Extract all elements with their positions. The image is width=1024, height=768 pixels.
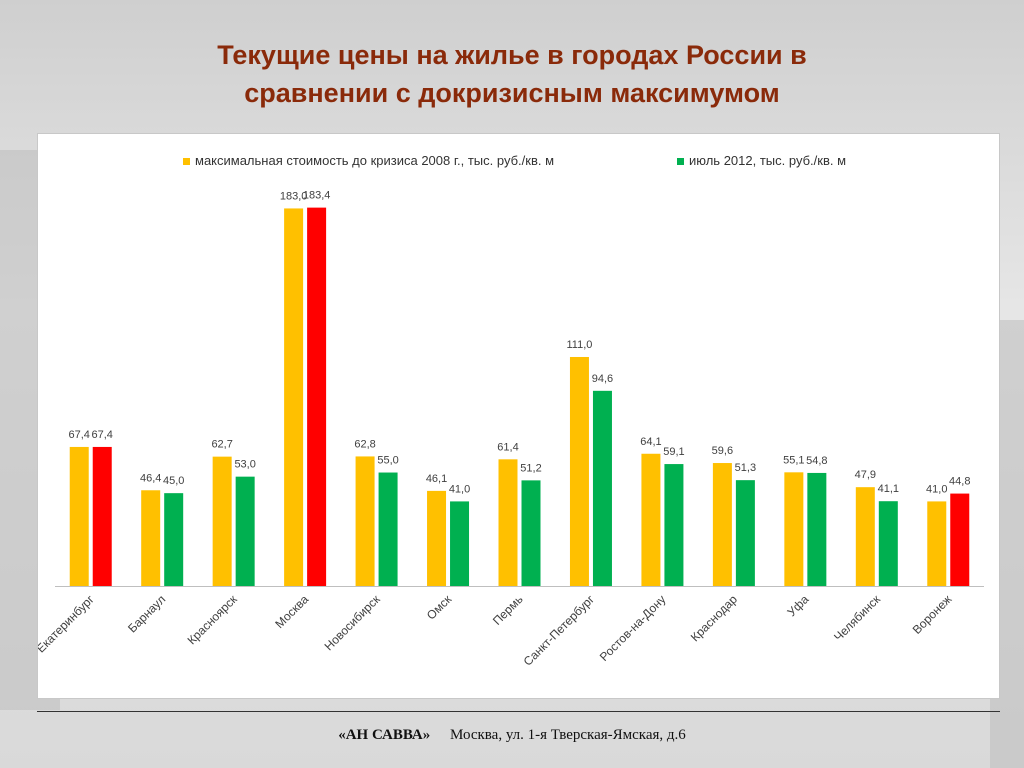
data-label-pre-crisis: 64,1 [640,436,661,448]
bar-pre-crisis [712,463,732,586]
page-title-line-2: сравнении с докризисным максимумом [244,78,780,108]
x-tick-label: Барнаул [125,592,168,635]
bar-current [521,480,541,586]
page-title: Текущие цены на жилье в городах России в… [0,36,1024,112]
data-label-pre-crisis: 55,1 [783,454,804,466]
x-tick-label: Краснодар [688,592,740,644]
bar-pre-crisis [355,456,375,586]
bar-current [664,464,684,586]
data-label-pre-crisis: 183,0 [280,190,308,202]
bar-current [378,472,398,586]
bar-current [92,446,112,586]
legend-label-pre-crisis: максимальная стоимость до кризиса 2008 г… [195,153,554,168]
footer: «АН САВВА» Москва, ул. 1-я Тверская-Ямск… [0,727,1024,744]
x-tick-label: Москва [272,592,311,631]
data-label-pre-crisis: 41,0 [926,483,947,495]
data-label-current: 45,0 [163,475,184,487]
data-label-current: 51,2 [520,462,541,474]
bar-current [164,493,184,586]
bar-pre-crisis [569,356,589,586]
data-label-current: 51,3 [735,462,756,474]
data-label-current: 44,8 [949,476,970,488]
bar-current [450,501,470,586]
x-tick-label: Уфа [784,592,811,619]
footer-divider [37,711,1000,712]
bar-pre-crisis [427,490,447,586]
footer-brand: «АН САВВА» [338,727,431,743]
legend-label-current: июль 2012, тыс. руб./кв. м [689,153,846,168]
bar-pre-crisis [284,208,304,586]
bar-current [235,476,255,586]
bar-pre-crisis [927,501,947,586]
data-label-pre-crisis: 111,0 [567,339,593,351]
chart-panel: максимальная стоимость до кризиса 2008 г… [37,133,1000,699]
data-label-pre-crisis: 46,1 [426,473,447,485]
data-label-pre-crisis: 62,8 [354,438,375,450]
bar-pre-crisis [141,490,161,586]
legend-swatch-pre-crisis [183,158,190,165]
bar-pre-crisis [784,472,804,586]
bar-current [950,493,970,586]
legend-swatch-current [677,158,684,165]
data-label-current: 41,1 [878,483,899,495]
data-label-pre-crisis: 46,4 [140,472,161,484]
footer-address: Москва, ул. 1-я Тверская-Ямская, д.6 [450,727,686,743]
data-label-current: 59,1 [663,446,684,458]
data-label-pre-crisis: 47,9 [855,469,876,481]
bar-pre-crisis [498,459,518,586]
x-tick-label: Новосибирск [322,592,384,654]
data-label-pre-crisis: 61,4 [497,441,518,453]
x-tick-label: Омск [424,592,455,623]
bar-current [307,207,327,586]
x-tick-label: Санкт-Петербург [521,592,598,669]
x-tick-label: Екатеринбург [38,592,97,656]
bar-pre-crisis [855,487,875,586]
data-label-pre-crisis: 67,4 [69,429,90,441]
bar-pre-crisis [212,456,232,586]
data-label-current: 53,0 [234,459,255,471]
bar-current [735,480,755,586]
bar-current [878,501,898,586]
bar-pre-crisis [641,453,661,586]
data-label-current: 67,4 [92,429,113,441]
bar-current [807,472,827,586]
x-tick-label: Челябинск [831,592,883,644]
data-label-current: 41,0 [449,483,470,495]
x-tick-label: Ростов-на-Дону [597,592,669,664]
x-tick-label: Воронеж [910,592,955,637]
x-tick-label: Пермь [490,592,526,628]
page-title-line-1: Текущие цены на жилье в городах России в [217,40,807,70]
bar-chart: максимальная стоимость до кризиса 2008 г… [38,153,984,669]
data-label-pre-crisis: 59,6 [712,445,733,457]
data-label-pre-crisis: 62,7 [211,439,232,451]
data-label-current: 54,8 [806,455,827,467]
bar-current [592,390,612,586]
data-label-current: 94,6 [592,373,613,385]
data-label-current: 183,4 [303,190,331,202]
x-tick-label: Красноярск [185,592,241,648]
bar-pre-crisis [69,446,89,586]
data-label-current: 55,0 [377,455,398,467]
